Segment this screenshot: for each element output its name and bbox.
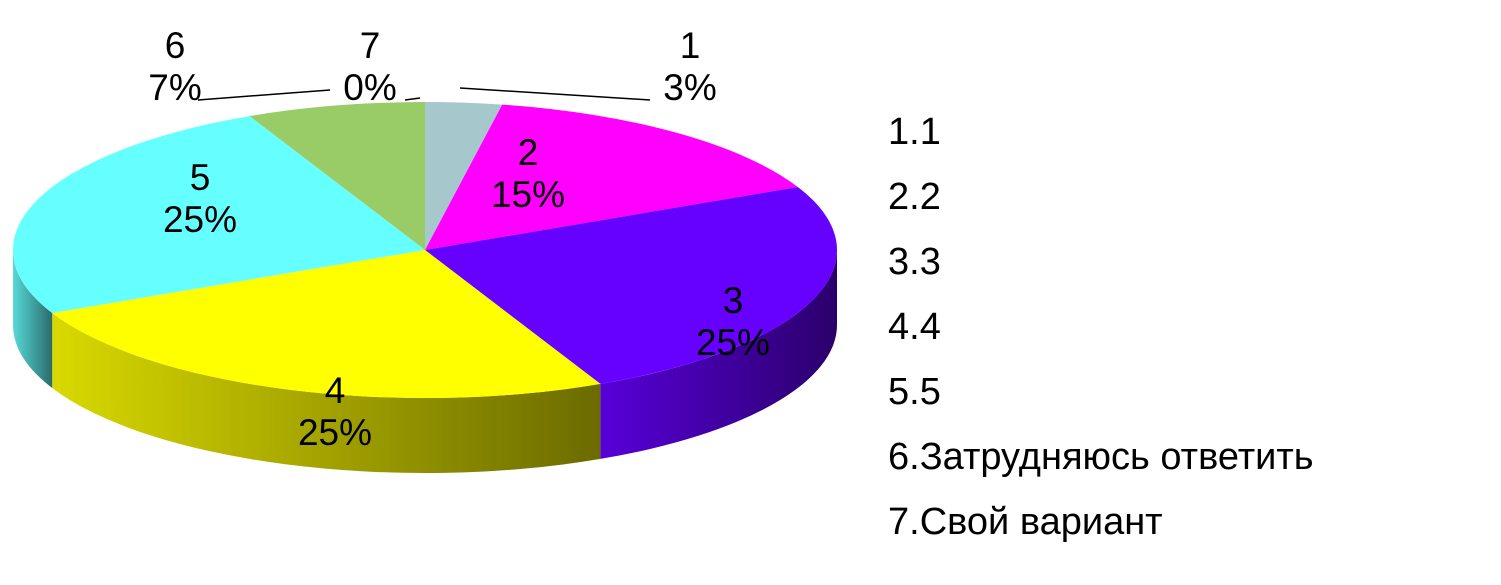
leader-line-7 (404, 97, 421, 101)
slice-side-3 (600, 250, 837, 459)
slice-side-5 (12, 250, 53, 389)
slice-label-5: 5 25% (163, 157, 237, 240)
pie-tops (12, 102, 837, 398)
legend-entry-6: 6.Затрудняюсь ответить (888, 436, 1314, 478)
pie-chart: 1 3% 2 15% 3 25% 4 25% 5 25% 6 7% 7 0% (12, 25, 837, 473)
slice-3 (425, 186, 837, 384)
legend-entry-3: 3.3 (888, 241, 941, 283)
pie-sides (12, 250, 837, 473)
slice-label-4: 4 25% (298, 370, 372, 453)
slice-4 (52, 250, 601, 398)
slice-label-7: 7 0% (343, 25, 396, 108)
legend-entry-7: 7.Свой вариант (888, 501, 1163, 543)
legend-entry-1: 1.1 (888, 111, 941, 153)
legend: 1.1 2.2 3.3 4.4 5.5 6.Затрудняюсь ответи… (888, 100, 1314, 555)
slice-labels: 1 3% 2 15% 3 25% 4 25% 5 25% 6 7% 7 0% (148, 25, 770, 453)
slice-label-2: 2 15% (491, 132, 565, 215)
slice-2 (425, 104, 798, 250)
leader-line-1 (459, 87, 651, 101)
leader-lines (197, 87, 651, 101)
slice-label-6: 6 7% (148, 25, 201, 108)
leader-line-6 (197, 89, 331, 101)
slice-label-1: 1 3% (663, 25, 716, 108)
legend-entry-2: 2.2 (888, 176, 941, 218)
slice-label-3: 3 25% (696, 280, 770, 363)
legend-entry-5: 5.5 (888, 371, 941, 413)
slice-6 (249, 102, 425, 250)
slice-side-4 (52, 313, 601, 473)
slice-5 (12, 116, 425, 314)
legend-entry-4: 4.4 (888, 306, 941, 348)
slice-1 (425, 102, 503, 250)
